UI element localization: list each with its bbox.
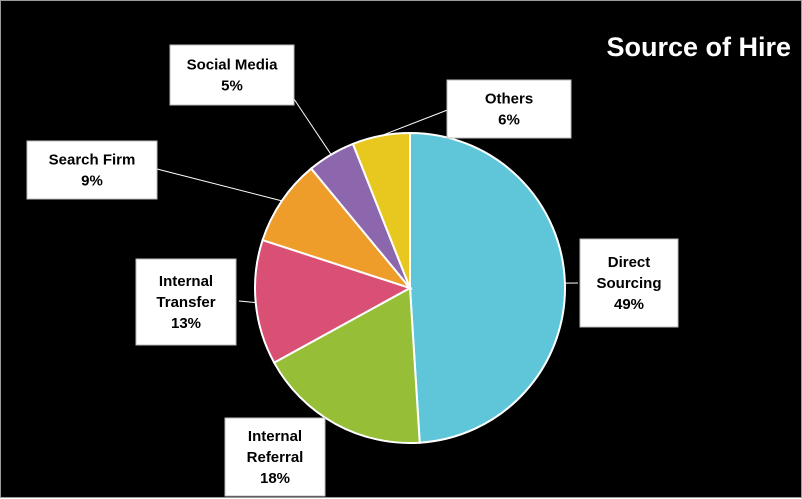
pie-slice [410,133,565,443]
data-label: Internal Referral 18% [225,418,325,496]
data-label-box [170,45,294,105]
data-label: Search Firm 9% [27,141,157,199]
data-label-category: Others [485,91,533,108]
leader-line [294,99,331,155]
data-label: Social Media 5% [170,45,294,105]
data-label-category: Social Media [187,57,279,74]
data-label-category: Internal [159,273,213,290]
data-label-category: Transfer [156,294,215,311]
pie-slices [255,133,565,443]
data-label-box [27,141,157,199]
data-label-value: 5% [221,78,243,95]
leader-line [381,109,450,136]
data-label-value: 13% [171,315,201,332]
data-label-value: 18% [260,470,290,487]
data-label: Internal Transfer 13% [136,259,236,345]
data-label-category: Search Firm [49,152,136,169]
data-label-category: Referral [247,449,304,466]
data-label: Others 6% [447,80,571,138]
data-label-category: Sourcing [596,275,661,292]
data-label-category: Internal [248,428,302,445]
leader-line [239,301,256,303]
data-label-value: 9% [81,173,103,190]
data-label-box [447,80,571,138]
data-label-category: Direct [608,254,651,271]
data-label-value: 6% [498,112,520,129]
data-label: Direct Sourcing 49% [580,239,678,327]
chart-title: Source of Hire [606,32,791,62]
data-label-value: 49% [614,296,644,313]
leader-line [157,169,282,201]
